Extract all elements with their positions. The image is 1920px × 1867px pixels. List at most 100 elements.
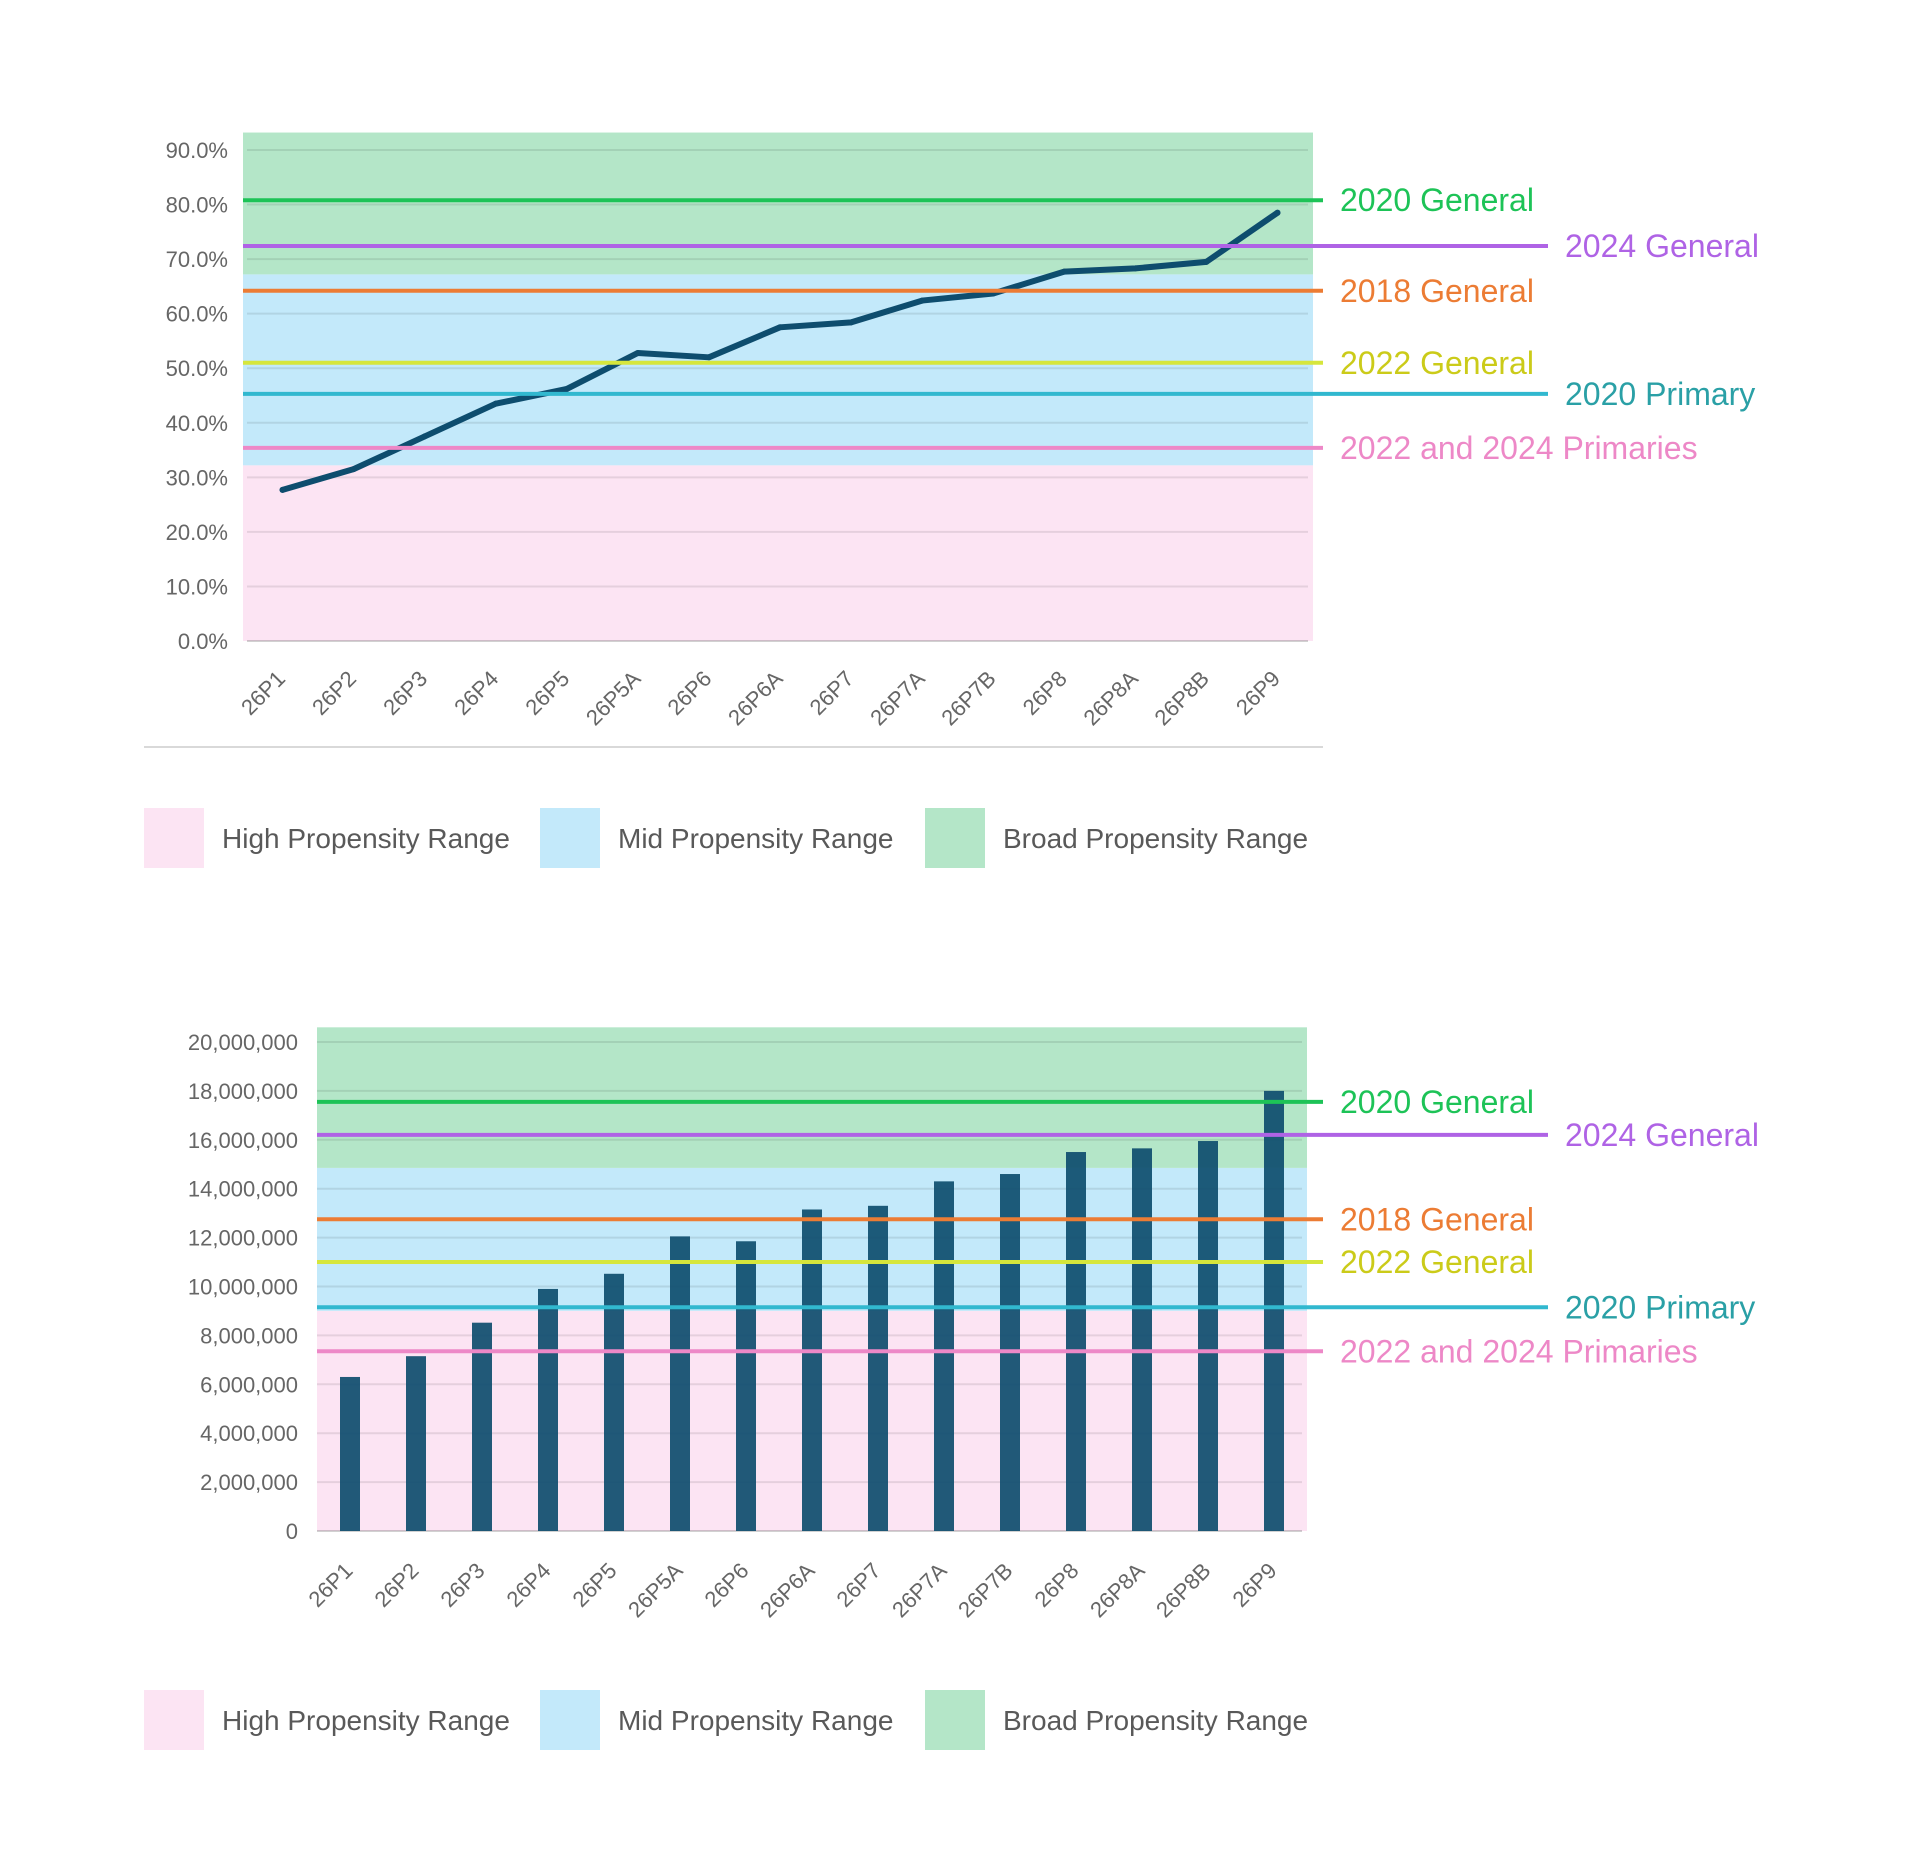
x-tick-label: 26P9 [1228, 1558, 1282, 1612]
data-point-26p7a [919, 297, 926, 304]
y-tick-label: 12,000,000 [188, 1226, 298, 1251]
legend-label-broad: Broad Propensity Range [1003, 1705, 1308, 1736]
y-tick-label: 70.0% [166, 247, 228, 272]
data-point-26p1 [279, 486, 286, 493]
x-tick-label: 26P7B [936, 666, 1000, 730]
x-tick-label: 26P9 [1231, 666, 1285, 720]
y-tick-label: 90.0% [166, 138, 228, 163]
bar-26p8a [1132, 1148, 1152, 1531]
y-tick-label: 14,000,000 [188, 1177, 298, 1202]
data-point-26p2 [350, 466, 357, 473]
legend-swatch-high [144, 1690, 204, 1750]
propensity-band-high [243, 465, 1313, 641]
propensity-band-broad [243, 132, 1313, 275]
y-tick-label: 16,000,000 [188, 1128, 298, 1153]
x-tick-label: 26P8A [1085, 1558, 1150, 1623]
data-point-26p8 [1061, 268, 1068, 275]
bar-26p3 [472, 1322, 492, 1531]
legend-swatch-broad [925, 1690, 985, 1750]
x-tick-label: 26P6 [662, 666, 716, 720]
bar-26p5a [670, 1236, 690, 1531]
x-tick-label: 26P6A [723, 666, 788, 731]
data-point-26p3 [421, 433, 428, 440]
x-tick-label: 26P8B [1151, 1558, 1215, 1622]
x-tick-label: 26P4 [449, 666, 503, 720]
ref-label-2020-general: 2020 General [1340, 182, 1534, 218]
x-tick-label: 26P2 [307, 666, 361, 720]
bar-26p6 [736, 1241, 756, 1531]
y-tick-label: 60.0% [166, 302, 228, 327]
ref-label-2024-general: 2024 General [1565, 1117, 1759, 1153]
data-point-26p6 [705, 354, 712, 361]
bar-26p8b [1198, 1141, 1218, 1531]
bar-26p9 [1264, 1090, 1284, 1531]
legend-swatch-mid [540, 808, 600, 868]
legend-label-mid: Mid Propensity Range [618, 1705, 893, 1736]
y-tick-label: 40.0% [166, 411, 228, 436]
y-tick-label: 8,000,000 [200, 1323, 298, 1348]
data-point-26p9 [1274, 209, 1281, 216]
propensity-band-mid [243, 274, 1313, 466]
x-tick-label: 26P8 [1030, 1558, 1084, 1612]
x-tick-label: 26P5A [623, 1558, 688, 1623]
ref-label-2022-general: 2022 General [1340, 1244, 1534, 1280]
ref-label-2022-and-2024-primaries: 2022 and 2024 Primaries [1340, 1333, 1698, 1369]
x-tick-label: 26P1 [304, 1558, 358, 1612]
y-tick-label: 6,000,000 [200, 1372, 298, 1397]
bar-26p8 [1066, 1152, 1086, 1531]
x-tick-label: 26P7A [865, 666, 930, 731]
ref-label-2020-general: 2020 General [1340, 1084, 1534, 1120]
x-tick-label: 26P7A [887, 1558, 952, 1623]
x-tick-label: 26P3 [436, 1558, 490, 1612]
x-tick-label: 26P3 [378, 666, 432, 720]
bar-26p1 [340, 1376, 360, 1531]
legend-label-broad: Broad Propensity Range [1003, 823, 1308, 854]
ref-label-2020-primary: 2020 Primary [1565, 1289, 1755, 1325]
bar-26p6a [802, 1209, 822, 1531]
legend-swatch-high [144, 808, 204, 868]
legend-label-high: High Propensity Range [222, 1705, 510, 1736]
ref-label-2018-general: 2018 General [1340, 1201, 1534, 1237]
legend-swatch-mid [540, 1690, 600, 1750]
y-tick-label: 18,000,000 [188, 1079, 298, 1104]
x-tick-label: 26P7B [953, 1558, 1017, 1622]
y-tick-label: 10,000,000 [188, 1275, 298, 1300]
legend-label-high: High Propensity Range [222, 823, 510, 854]
y-tick-label: 20.0% [166, 520, 228, 545]
data-point-26p7 [848, 319, 855, 326]
x-tick-label: 26P6A [755, 1558, 820, 1623]
x-tick-label: 26P5 [568, 1558, 622, 1612]
data-point-26p8a [1132, 265, 1139, 272]
turnout-percent-line-chart: 0.0% 10.0% 20.0% 30.0% 40.0% 50.0% 60.0% 70.0% 8… [144, 132, 1759, 868]
legend-swatch-broad [925, 808, 985, 868]
data-point-26p8b [1203, 258, 1210, 265]
x-tick-label: 26P4 [502, 1558, 556, 1612]
x-tick-label: 26P5A [581, 666, 646, 731]
bar-26p2 [406, 1356, 426, 1531]
x-tick-label: 26P6 [700, 1558, 754, 1612]
y-tick-label: 30.0% [166, 465, 228, 490]
y-tick-label: 10.0% [166, 574, 228, 599]
data-point-26p6a [777, 324, 783, 331]
y-tick-label: 4,000,000 [200, 1421, 298, 1446]
data-point-26p5 [563, 385, 570, 392]
x-tick-label: 26P5 [520, 666, 574, 720]
y-tick-label: 80.0% [166, 193, 228, 218]
legend: High Propensity Range Mid Propensity Rang… [144, 1690, 1308, 1750]
x-tick-label: 26P8B [1150, 666, 1214, 730]
ref-label-2018-general: 2018 General [1340, 273, 1534, 309]
y-tick-label: 0.0% [178, 629, 228, 654]
ref-label-2022-and-2024-primaries: 2022 and 2024 Primaries [1340, 430, 1698, 466]
bar-26p5 [604, 1273, 624, 1531]
bar-26p4 [538, 1288, 558, 1531]
ref-label-2022-general: 2022 General [1340, 345, 1534, 381]
data-point-26p4 [492, 400, 499, 407]
x-tick-label: 26P2 [370, 1558, 424, 1612]
propensity-band-broad [317, 1027, 1307, 1168]
y-tick-label: 50.0% [166, 356, 228, 381]
x-tick-label: 26P7 [805, 666, 859, 720]
y-tick-label: 20,000,000 [188, 1030, 298, 1055]
data-point-26p5a [634, 349, 641, 356]
ref-label-2024-general: 2024 General [1565, 228, 1759, 264]
